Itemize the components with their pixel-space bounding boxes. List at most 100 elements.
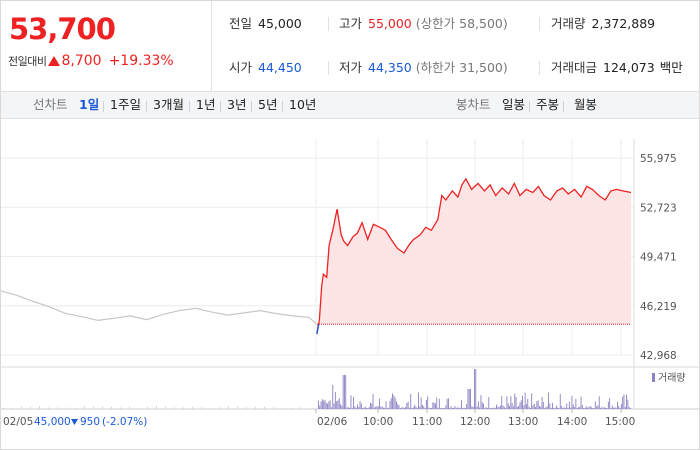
period-1w[interactable]: 1주일 bbox=[110, 97, 141, 112]
volume-bar bbox=[383, 407, 384, 409]
volume-bar bbox=[493, 407, 495, 409]
stat-high: 고가 55,000 (상한가 58,500) bbox=[339, 16, 508, 31]
volume-bar bbox=[66, 407, 67, 409]
volume-bar bbox=[337, 400, 339, 409]
volume-bar bbox=[246, 406, 247, 409]
volume-bar bbox=[585, 406, 587, 409]
quote-header: 53,700 전일대비 8,700 +19.33% 전일 45,000 고가 55,00… bbox=[1, 1, 699, 91]
volume-bar bbox=[398, 405, 400, 409]
volume-bar bbox=[483, 403, 484, 409]
volume-bar bbox=[331, 407, 332, 409]
volume-bar bbox=[602, 407, 604, 409]
divider bbox=[220, 101, 221, 112]
volume-bar bbox=[574, 407, 575, 409]
period-3y[interactable]: 3년 bbox=[227, 97, 247, 112]
volume-bar bbox=[576, 407, 578, 409]
volume-bar bbox=[451, 408, 453, 409]
volume-bar bbox=[392, 393, 393, 409]
volume-bar bbox=[617, 401, 618, 409]
volume-bar bbox=[529, 408, 531, 409]
volume-bar bbox=[471, 406, 473, 409]
volume-bar bbox=[462, 408, 464, 409]
volume-bar bbox=[454, 406, 456, 409]
volume-bar bbox=[604, 407, 605, 409]
stat-volume: 거래량 2,372,889 bbox=[551, 17, 655, 31]
divider bbox=[103, 101, 104, 112]
volume-bar bbox=[414, 404, 416, 409]
volume-bar bbox=[476, 406, 478, 409]
volume-bar bbox=[544, 408, 546, 409]
candle-monthly[interactable]: 월봉 bbox=[574, 97, 598, 112]
volume-bar bbox=[388, 407, 390, 409]
divider bbox=[189, 101, 190, 112]
volume-bar bbox=[341, 405, 343, 409]
prev-date-label: 02/05 bbox=[3, 416, 33, 428]
volume-bar bbox=[500, 405, 501, 409]
volume-bar bbox=[84, 406, 85, 409]
period-3m[interactable]: 3개월 bbox=[153, 97, 184, 112]
period-10y[interactable]: 10년 bbox=[289, 97, 317, 112]
volume-bar bbox=[21, 406, 22, 409]
volume-bar bbox=[174, 407, 175, 409]
volume-bar bbox=[506, 396, 508, 409]
volume-bar bbox=[264, 406, 265, 409]
volume-bar bbox=[475, 369, 477, 409]
volume-bar bbox=[379, 398, 380, 409]
volume-bar bbox=[554, 407, 556, 409]
candle-daily[interactable]: 일봉 bbox=[502, 97, 526, 112]
volume-bar bbox=[93, 406, 94, 409]
line-chart-label: 선차트 bbox=[33, 97, 68, 112]
volume-bar bbox=[228, 406, 229, 409]
period-1d[interactable]: 1일 bbox=[79, 97, 100, 112]
period-1y[interactable]: 1년 bbox=[196, 97, 216, 112]
stat-sub: (상한가 58,500) bbox=[415, 16, 508, 31]
candle-weekly[interactable]: 주봉 bbox=[536, 97, 560, 112]
x-tick-label: 14:00 bbox=[557, 416, 587, 428]
volume-bar bbox=[428, 407, 430, 409]
volume-bar bbox=[370, 402, 371, 409]
volume-bar bbox=[346, 407, 348, 409]
volume-bar bbox=[399, 408, 401, 409]
y-tick-label: 52,723 bbox=[640, 202, 677, 214]
volume-bar bbox=[373, 407, 375, 409]
volume-bar bbox=[342, 375, 344, 409]
volume-bar bbox=[102, 406, 103, 409]
volume-bar bbox=[375, 406, 377, 409]
volume-bar bbox=[593, 408, 595, 409]
volume-bar bbox=[458, 407, 460, 409]
volume-bar bbox=[325, 402, 327, 409]
prev-change-label: 950 bbox=[80, 416, 100, 428]
volume-bar bbox=[418, 392, 419, 409]
volume-bar bbox=[571, 396, 573, 409]
price-area bbox=[317, 178, 631, 333]
volume-bar bbox=[487, 408, 488, 409]
price-chart: 55,975 52,723 49,471 46,219 42,968 거래량 02/05 45… bbox=[1, 139, 699, 428]
volume-bar bbox=[332, 385, 334, 409]
volume-bar bbox=[611, 405, 613, 409]
volume-bar bbox=[552, 403, 553, 409]
volume-bar bbox=[340, 404, 341, 409]
volume-bar bbox=[431, 407, 432, 409]
volume-bar bbox=[394, 397, 396, 409]
volume-bar bbox=[597, 405, 599, 409]
volume-bar bbox=[587, 407, 588, 409]
volume-bar bbox=[350, 395, 352, 409]
volume-bar bbox=[415, 406, 417, 409]
volume-bar bbox=[561, 405, 562, 409]
volume-bar bbox=[484, 407, 486, 409]
candle-chart-label: 봉차트 bbox=[456, 97, 491, 112]
stat-label: 시가 bbox=[229, 60, 253, 75]
volume-bar bbox=[39, 406, 40, 409]
period-5y[interactable]: 5년 bbox=[258, 97, 278, 112]
stat-unit: 백만 bbox=[659, 60, 683, 75]
volume-bar bbox=[628, 406, 630, 409]
volume-bar bbox=[334, 392, 336, 409]
volume-bar bbox=[488, 397, 490, 409]
volume-bar bbox=[528, 406, 530, 409]
volume-bar bbox=[401, 407, 403, 409]
volume-bar bbox=[535, 407, 536, 409]
volume-bar bbox=[48, 407, 49, 409]
divider bbox=[539, 61, 540, 75]
change-label: 전일대비 bbox=[8, 55, 47, 68]
